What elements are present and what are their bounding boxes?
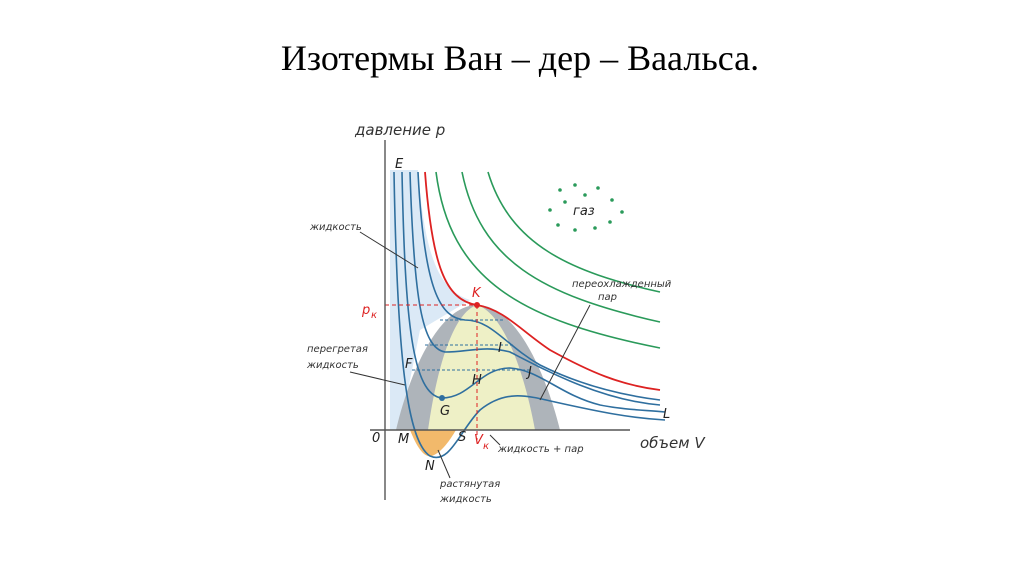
stretched-label: растянутая — [439, 479, 500, 490]
point-label: F — [405, 357, 413, 372]
point-g — [439, 395, 445, 401]
gas-dot — [548, 208, 552, 212]
critical-isotherm — [424, 171, 661, 391]
gas-dot — [593, 226, 597, 230]
gas-dot — [610, 198, 614, 202]
pointer — [359, 231, 419, 269]
diagram: давление p объем V 0 E K p к V к F G H I… — [306, 121, 706, 505]
point-label: G — [440, 404, 450, 419]
pointer — [539, 304, 591, 401]
pointer — [437, 449, 451, 479]
vk-label: V — [474, 433, 484, 448]
origin-label: 0 — [372, 431, 380, 446]
point-label: M — [398, 432, 409, 447]
point-label: S — [458, 430, 466, 445]
superheated-label: жидкость — [306, 360, 359, 371]
gas-dots — [548, 183, 624, 232]
isotherm — [435, 171, 661, 349]
stretched-region — [410, 430, 456, 457]
isotherm — [461, 171, 661, 323]
pointer — [489, 434, 501, 446]
point-label: H — [472, 373, 482, 388]
gas-isotherms — [435, 171, 661, 349]
gas-label: газ — [573, 204, 595, 219]
y-axis-label: давление p — [354, 121, 445, 139]
gas-dot — [558, 188, 562, 192]
point-label: N — [425, 459, 435, 474]
superheated-label: перегретая — [307, 344, 368, 355]
x-axis-label: объем V — [640, 434, 706, 452]
stretched-label: жидкость — [439, 494, 492, 505]
gas-dot — [563, 200, 567, 204]
pointers — [349, 231, 591, 479]
point-label: I — [498, 341, 502, 356]
gas-dot — [583, 193, 587, 197]
critical-label: K — [472, 286, 482, 301]
point-label: L — [663, 407, 670, 422]
dome-inner — [428, 305, 535, 430]
point-label: J — [525, 365, 532, 380]
gas-dot — [596, 186, 600, 190]
liquid-label: жидкость — [309, 222, 362, 233]
vk-subscript: к — [483, 441, 489, 452]
isotherm — [409, 171, 661, 406]
pk-subscript: к — [371, 310, 377, 321]
isotherm — [417, 171, 661, 401]
supercooled-label: пар — [598, 292, 617, 303]
point-label: E — [395, 157, 404, 172]
isotherm — [401, 171, 666, 413]
tie-lines — [412, 319, 530, 371]
title: Изотермы Ван – дер – Ваальса. — [281, 38, 759, 78]
liquid-region — [390, 170, 470, 430]
gas-dot — [573, 183, 577, 187]
isotherm — [393, 171, 666, 459]
critical-point — [474, 302, 480, 308]
supercooled-label: переохлажденный — [572, 279, 672, 290]
pointer — [349, 371, 406, 386]
pk-label: p — [361, 303, 370, 318]
gas-dot — [573, 228, 577, 232]
vdw-isotherms — [393, 171, 666, 459]
isotherm — [487, 171, 661, 293]
gas-dot — [620, 210, 624, 214]
gas-dot — [556, 223, 560, 227]
gas-dot — [608, 220, 612, 224]
liquid-vapor-label: жидкость + пар — [497, 444, 584, 455]
